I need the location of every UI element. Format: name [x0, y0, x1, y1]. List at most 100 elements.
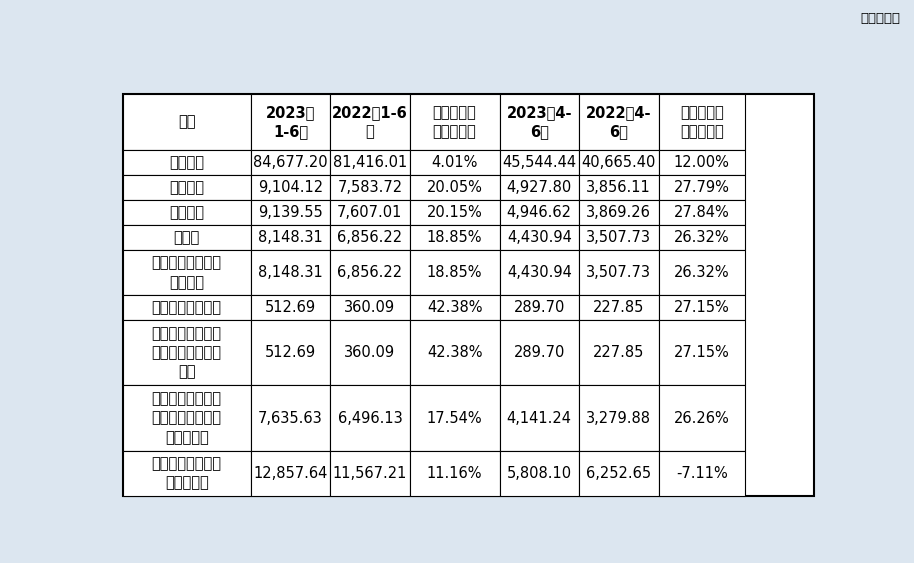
- Text: 360.09: 360.09: [345, 300, 396, 315]
- Bar: [659, 225, 745, 250]
- Text: 42.38%: 42.38%: [427, 300, 483, 315]
- Text: 26.32%: 26.32%: [674, 265, 729, 280]
- Bar: [500, 451, 579, 496]
- Bar: [250, 250, 330, 295]
- Text: 11,567.21: 11,567.21: [333, 466, 407, 481]
- Bar: [409, 250, 500, 295]
- Text: 其中：归属于母公
司股东的非经常性
损益: 其中：归属于母公 司股东的非经常性 损益: [152, 326, 222, 379]
- Text: 3,507.73: 3,507.73: [586, 265, 652, 280]
- Bar: [500, 175, 579, 200]
- Text: 360.09: 360.09: [345, 345, 396, 360]
- Text: 4,946.62: 4,946.62: [506, 205, 572, 220]
- Text: 3,869.26: 3,869.26: [587, 205, 652, 220]
- Bar: [409, 320, 500, 386]
- Bar: [500, 320, 579, 386]
- Text: 4,927.80: 4,927.80: [506, 180, 572, 195]
- Bar: [250, 451, 330, 496]
- Bar: [659, 250, 745, 295]
- Bar: [409, 200, 500, 225]
- Text: 81,416.01: 81,416.01: [333, 155, 407, 169]
- Text: 4,141.24: 4,141.24: [506, 410, 572, 426]
- Bar: [659, 95, 745, 150]
- Bar: [122, 200, 250, 225]
- Text: 6,496.13: 6,496.13: [337, 410, 402, 426]
- Bar: [659, 386, 745, 451]
- Bar: [122, 250, 250, 295]
- Bar: [409, 150, 500, 175]
- Bar: [579, 250, 659, 295]
- Text: 84,677.20: 84,677.20: [253, 155, 328, 169]
- Text: 8,148.31: 8,148.31: [258, 230, 323, 245]
- Bar: [409, 295, 500, 320]
- Text: 7,607.01: 7,607.01: [337, 205, 402, 220]
- Text: 227.85: 227.85: [593, 300, 644, 315]
- Bar: [409, 386, 500, 451]
- Text: 2023年
1-6月: 2023年 1-6月: [266, 105, 315, 139]
- Bar: [579, 320, 659, 386]
- Text: 9,139.55: 9,139.55: [258, 205, 323, 220]
- Bar: [330, 451, 409, 496]
- Text: 27.15%: 27.15%: [674, 345, 729, 360]
- Bar: [122, 386, 250, 451]
- Text: 27.79%: 27.79%: [674, 180, 729, 195]
- Bar: [250, 175, 330, 200]
- Bar: [122, 175, 250, 200]
- Text: 45,544.44: 45,544.44: [502, 155, 577, 169]
- Text: 2022年4-
6月: 2022年4- 6月: [586, 105, 652, 139]
- Text: 营业收入: 营业收入: [169, 155, 204, 169]
- Bar: [250, 150, 330, 175]
- Bar: [659, 295, 745, 320]
- Text: 4,430.94: 4,430.94: [507, 265, 572, 280]
- Bar: [250, 386, 330, 451]
- Bar: [330, 95, 409, 150]
- Text: 18.85%: 18.85%: [427, 230, 483, 245]
- Bar: [122, 95, 250, 150]
- Text: 相比上年同
期变动比例: 相比上年同 期变动比例: [432, 105, 476, 139]
- Bar: [579, 225, 659, 250]
- Bar: [409, 95, 500, 150]
- Text: 42.38%: 42.38%: [427, 345, 483, 360]
- Bar: [122, 295, 250, 320]
- Text: 512.69: 512.69: [265, 345, 316, 360]
- Bar: [659, 175, 745, 200]
- Bar: [500, 250, 579, 295]
- Text: 227.85: 227.85: [593, 345, 644, 360]
- Text: 26.26%: 26.26%: [674, 410, 729, 426]
- Text: 6,252.65: 6,252.65: [586, 466, 652, 481]
- Bar: [330, 175, 409, 200]
- Bar: [330, 320, 409, 386]
- Text: 9,104.12: 9,104.12: [258, 180, 323, 195]
- Bar: [579, 200, 659, 225]
- Bar: [579, 95, 659, 150]
- Text: 20.15%: 20.15%: [427, 205, 483, 220]
- Text: 289.70: 289.70: [514, 300, 565, 315]
- Bar: [122, 225, 250, 250]
- Text: 26.32%: 26.32%: [674, 230, 729, 245]
- Bar: [579, 295, 659, 320]
- Bar: [250, 225, 330, 250]
- Text: 2022年1-6
月: 2022年1-6 月: [332, 105, 408, 139]
- Bar: [122, 320, 250, 386]
- Text: 17.54%: 17.54%: [427, 410, 483, 426]
- Bar: [659, 200, 745, 225]
- Text: -7.11%: -7.11%: [675, 466, 728, 481]
- Text: 27.15%: 27.15%: [674, 300, 729, 315]
- Text: 3,279.88: 3,279.88: [586, 410, 652, 426]
- Bar: [250, 200, 330, 225]
- Bar: [409, 451, 500, 496]
- Text: 7,635.63: 7,635.63: [258, 410, 323, 426]
- Bar: [250, 95, 330, 150]
- Text: 512.69: 512.69: [265, 300, 316, 315]
- Text: 营业利润: 营业利润: [169, 180, 204, 195]
- Text: 6,856.22: 6,856.22: [337, 265, 402, 280]
- Bar: [659, 451, 745, 496]
- Bar: [330, 200, 409, 225]
- Text: 扣除非经常性损益
后归属于母公司股
东的净利润: 扣除非经常性损益 后归属于母公司股 东的净利润: [152, 391, 222, 445]
- Text: 27.84%: 27.84%: [674, 205, 729, 220]
- Bar: [122, 150, 250, 175]
- Text: 4,430.94: 4,430.94: [507, 230, 572, 245]
- Bar: [500, 225, 579, 250]
- Bar: [659, 150, 745, 175]
- Text: 归属于母公司股东
的净利润: 归属于母公司股东 的净利润: [152, 256, 222, 290]
- Bar: [579, 175, 659, 200]
